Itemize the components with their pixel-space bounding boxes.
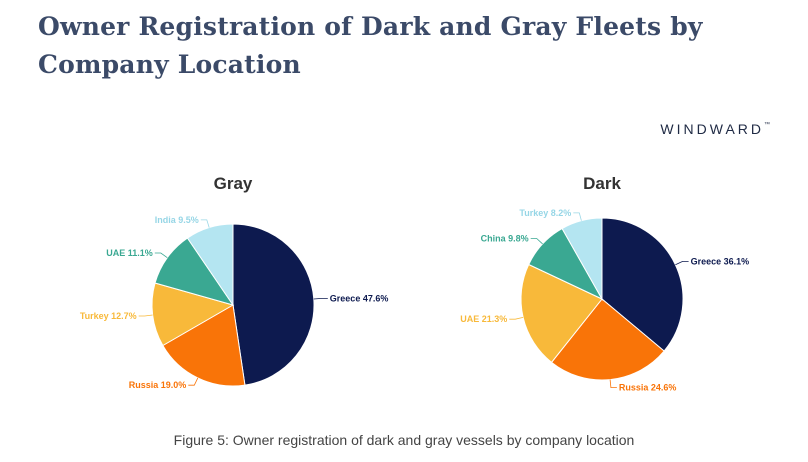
gray-label-russia: Russia 19.0% [129, 380, 187, 390]
dark-leader-uae [509, 317, 524, 320]
gray-slice-russia [162, 304, 246, 387]
gray-label-india: India 9.5% [155, 215, 199, 225]
gray-slice-india [186, 223, 234, 307]
gray-leader-greece [313, 297, 328, 300]
dark-slice-uae [520, 263, 603, 364]
dark-leader-greece [675, 260, 689, 266]
gray-label-greece: Greece 47.6% [330, 293, 389, 303]
gray-slice-turkey [151, 282, 235, 347]
dark-leader-russia [609, 379, 617, 389]
gray-leader-india [200, 219, 210, 228]
dark-chart-title: Dark [583, 174, 621, 193]
gray-leader-russia [188, 377, 199, 386]
dark-label-uae: UAE 21.3% [460, 314, 507, 324]
gray-label-turkey: Turkey 12.7% [80, 311, 137, 321]
dark-slice-russia [550, 298, 665, 381]
gray-pie-chart: Gray Greece 47.6% Russia 19.0% Turkey 12.7%… [80, 174, 389, 390]
gray-leader-uae [154, 252, 168, 259]
dark-label-russia: Russia 24.6% [619, 383, 677, 393]
gray-chart-title: Gray [214, 174, 253, 193]
dark-label-china: China 9.8% [481, 234, 529, 244]
dark-label-turkey: Turkey 8.2% [519, 208, 571, 218]
dark-label-greece: Greece 36.1% [691, 256, 750, 266]
gray-label-uae: UAE 11.1% [106, 248, 153, 258]
dark-pie-chart: Dark Greece 36.1% Russia 24.6% UAE 21.3% Chi… [460, 174, 749, 393]
logo-text: WINDWARD [660, 121, 764, 137]
dark-leader-china [530, 238, 543, 245]
gray-leader-turkey [138, 314, 153, 317]
page-title: Owner Registration of Dark and Gray Flee… [38, 12, 703, 79]
figure-caption: Figure 5: Owner registration of dark and… [173, 432, 635, 448]
gray-slice-greece [232, 223, 315, 386]
dark-slice-greece [601, 217, 684, 352]
windward-logo: WINDWARD™ [660, 121, 770, 137]
dark-leader-turkey [573, 212, 582, 221]
charts-area: Gray Greece 47.6% Russia 19.0% Turkey 12.7%… [80, 174, 749, 393]
logo-trademark: ™ [764, 122, 770, 128]
